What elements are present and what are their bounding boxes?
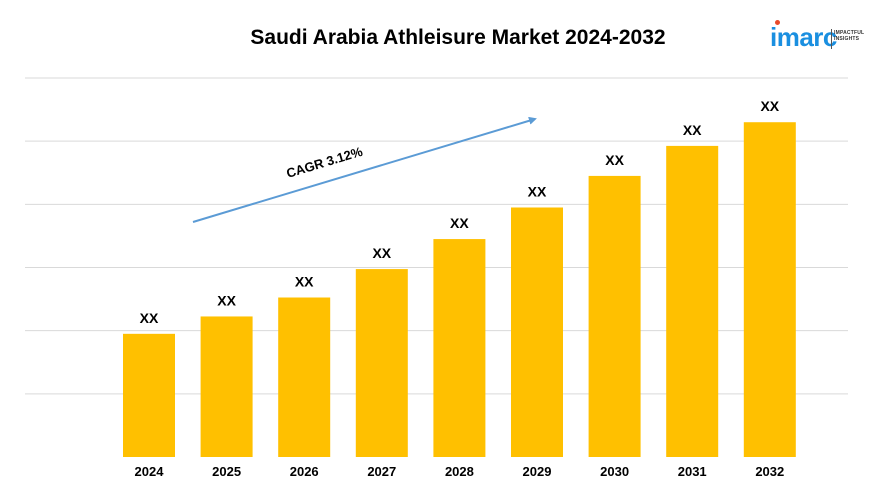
- data-label-2026: XX: [295, 274, 314, 290]
- data-label-2030: XX: [605, 152, 624, 168]
- cagr-trend-arrow: [192, 116, 537, 223]
- x-tick-2028: 2028: [445, 464, 474, 479]
- data-label-2032: XX: [760, 98, 779, 114]
- x-tick-2025: 2025: [212, 464, 241, 479]
- logo-dot-icon: [775, 20, 780, 25]
- x-tick-2026: 2026: [290, 464, 319, 479]
- x-tick-2030: 2030: [600, 464, 629, 479]
- data-label-2029: XX: [528, 183, 547, 199]
- cagr-annotation: CAGR 3.12%: [192, 116, 537, 223]
- bar-2025: [200, 316, 253, 457]
- bar-2029: [511, 207, 563, 457]
- logo-wordmark: imarc: [770, 22, 837, 52]
- x-tick-2024: 2024: [135, 464, 165, 479]
- data-label-2025: XX: [217, 292, 236, 308]
- data-label-2031: XX: [683, 122, 702, 138]
- logo-tagline: IMPACTFUL INSIGHTS: [834, 30, 864, 42]
- bar-2032: [743, 122, 796, 457]
- x-tick-2027: 2027: [367, 464, 396, 479]
- bar-2030: [588, 175, 641, 458]
- logo-tagline-line1: IMPACTFUL: [834, 30, 865, 36]
- bar-2026: [278, 297, 331, 457]
- x-tick-2032: 2032: [755, 464, 784, 479]
- data-label-2028: XX: [450, 215, 469, 231]
- imarc-logo: imarc IMPACTFUL INSIGHTS: [770, 20, 864, 56]
- bar-2028: [433, 239, 486, 457]
- data-label-2027: XX: [372, 245, 391, 261]
- data-label-2024: XX: [140, 310, 159, 326]
- cagr-label: CAGR 3.12%: [285, 144, 365, 181]
- bar-2027: [355, 269, 408, 457]
- bars: [123, 122, 796, 458]
- logo-divider: [831, 29, 832, 49]
- data-labels: XX XX XX XX XX XX XX XX XX: [140, 98, 780, 326]
- chart-title: Saudi Arabia Athleisure Market 2024-2032: [250, 26, 666, 49]
- bar-2024: [123, 333, 175, 457]
- x-axis-tick-labels: 2024 2025 2026 2027 2028 2029 2030 2031 2032: [135, 464, 785, 479]
- bar-2031: [666, 145, 719, 457]
- logo-tagline-line2: INSIGHTS: [834, 36, 860, 42]
- x-tick-2031: 2031: [678, 464, 707, 479]
- x-tick-2029: 2029: [523, 464, 552, 479]
